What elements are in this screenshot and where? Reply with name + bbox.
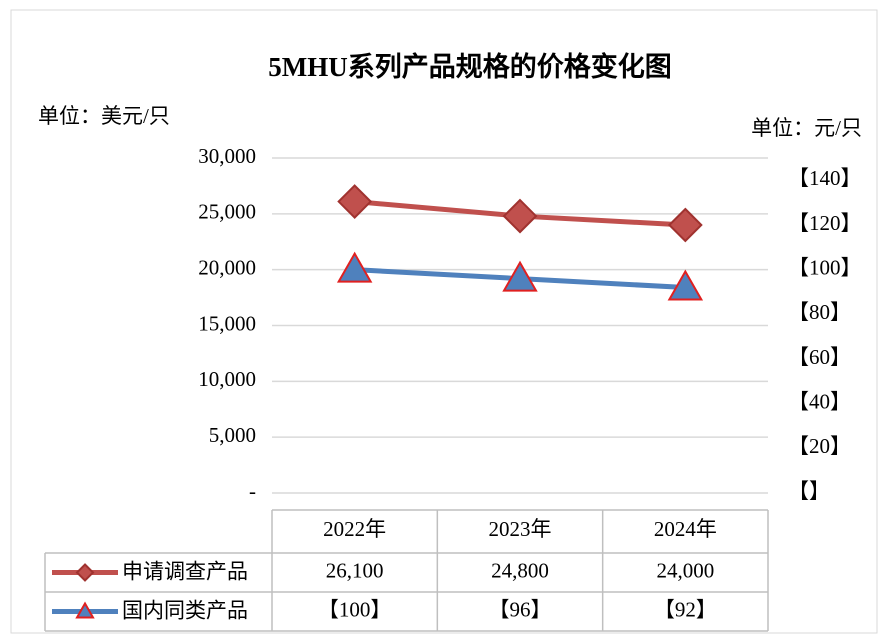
y2-tick-label: 【40】 (788, 389, 851, 413)
y-tick-label: 10,000 (198, 367, 256, 391)
y2-tick-label: 【140】 (788, 166, 862, 190)
chart-frame (10, 9, 878, 634)
y2-axis-label: 单位：元/只 (751, 116, 862, 140)
chart-title: 5MHU系列产品规格的价格变化图 (268, 51, 671, 82)
table-value: 【100】 (318, 597, 392, 621)
y-tick-label: 25,000 (198, 200, 256, 224)
marker (337, 184, 373, 219)
legend-label: 国内同类产品 (122, 599, 248, 623)
marker (336, 251, 373, 283)
y-tick-label: 5,000 (209, 423, 256, 447)
marker (667, 207, 703, 243)
y-axis-label: 单位：美元/只 (38, 104, 170, 128)
table-value: 24,000 (656, 558, 714, 582)
y-tick-label: 20,000 (198, 255, 256, 279)
legend-marker (75, 601, 95, 619)
marker (502, 260, 538, 292)
legend-label: 申请调查产品 (122, 560, 248, 584)
y2-tick-label: 【】 (788, 479, 830, 503)
marker (502, 198, 538, 234)
x-tick-label: 2023年 (489, 517, 552, 541)
x-tick-label: 2024年 (654, 517, 717, 541)
y2-tick-label: 【80】 (788, 300, 851, 324)
y2-tick-label: 【60】 (788, 345, 851, 369)
y-tick-label: 15,000 (198, 311, 256, 335)
table-value: 24,800 (491, 558, 549, 582)
y2-tick-label: 【20】 (788, 434, 851, 458)
y-tick-label: - (249, 479, 256, 503)
marker (667, 269, 704, 301)
table-value: 【96】 (489, 597, 552, 621)
y2-tick-label: 【100】 (788, 255, 862, 279)
table-value: 26,100 (326, 558, 384, 582)
table-value: 【92】 (654, 597, 717, 621)
legend-marker (75, 563, 95, 582)
x-tick-label: 2022年 (323, 517, 386, 541)
y-tick-label: 30,000 (198, 144, 256, 168)
y2-tick-label: 【120】 (788, 211, 862, 235)
